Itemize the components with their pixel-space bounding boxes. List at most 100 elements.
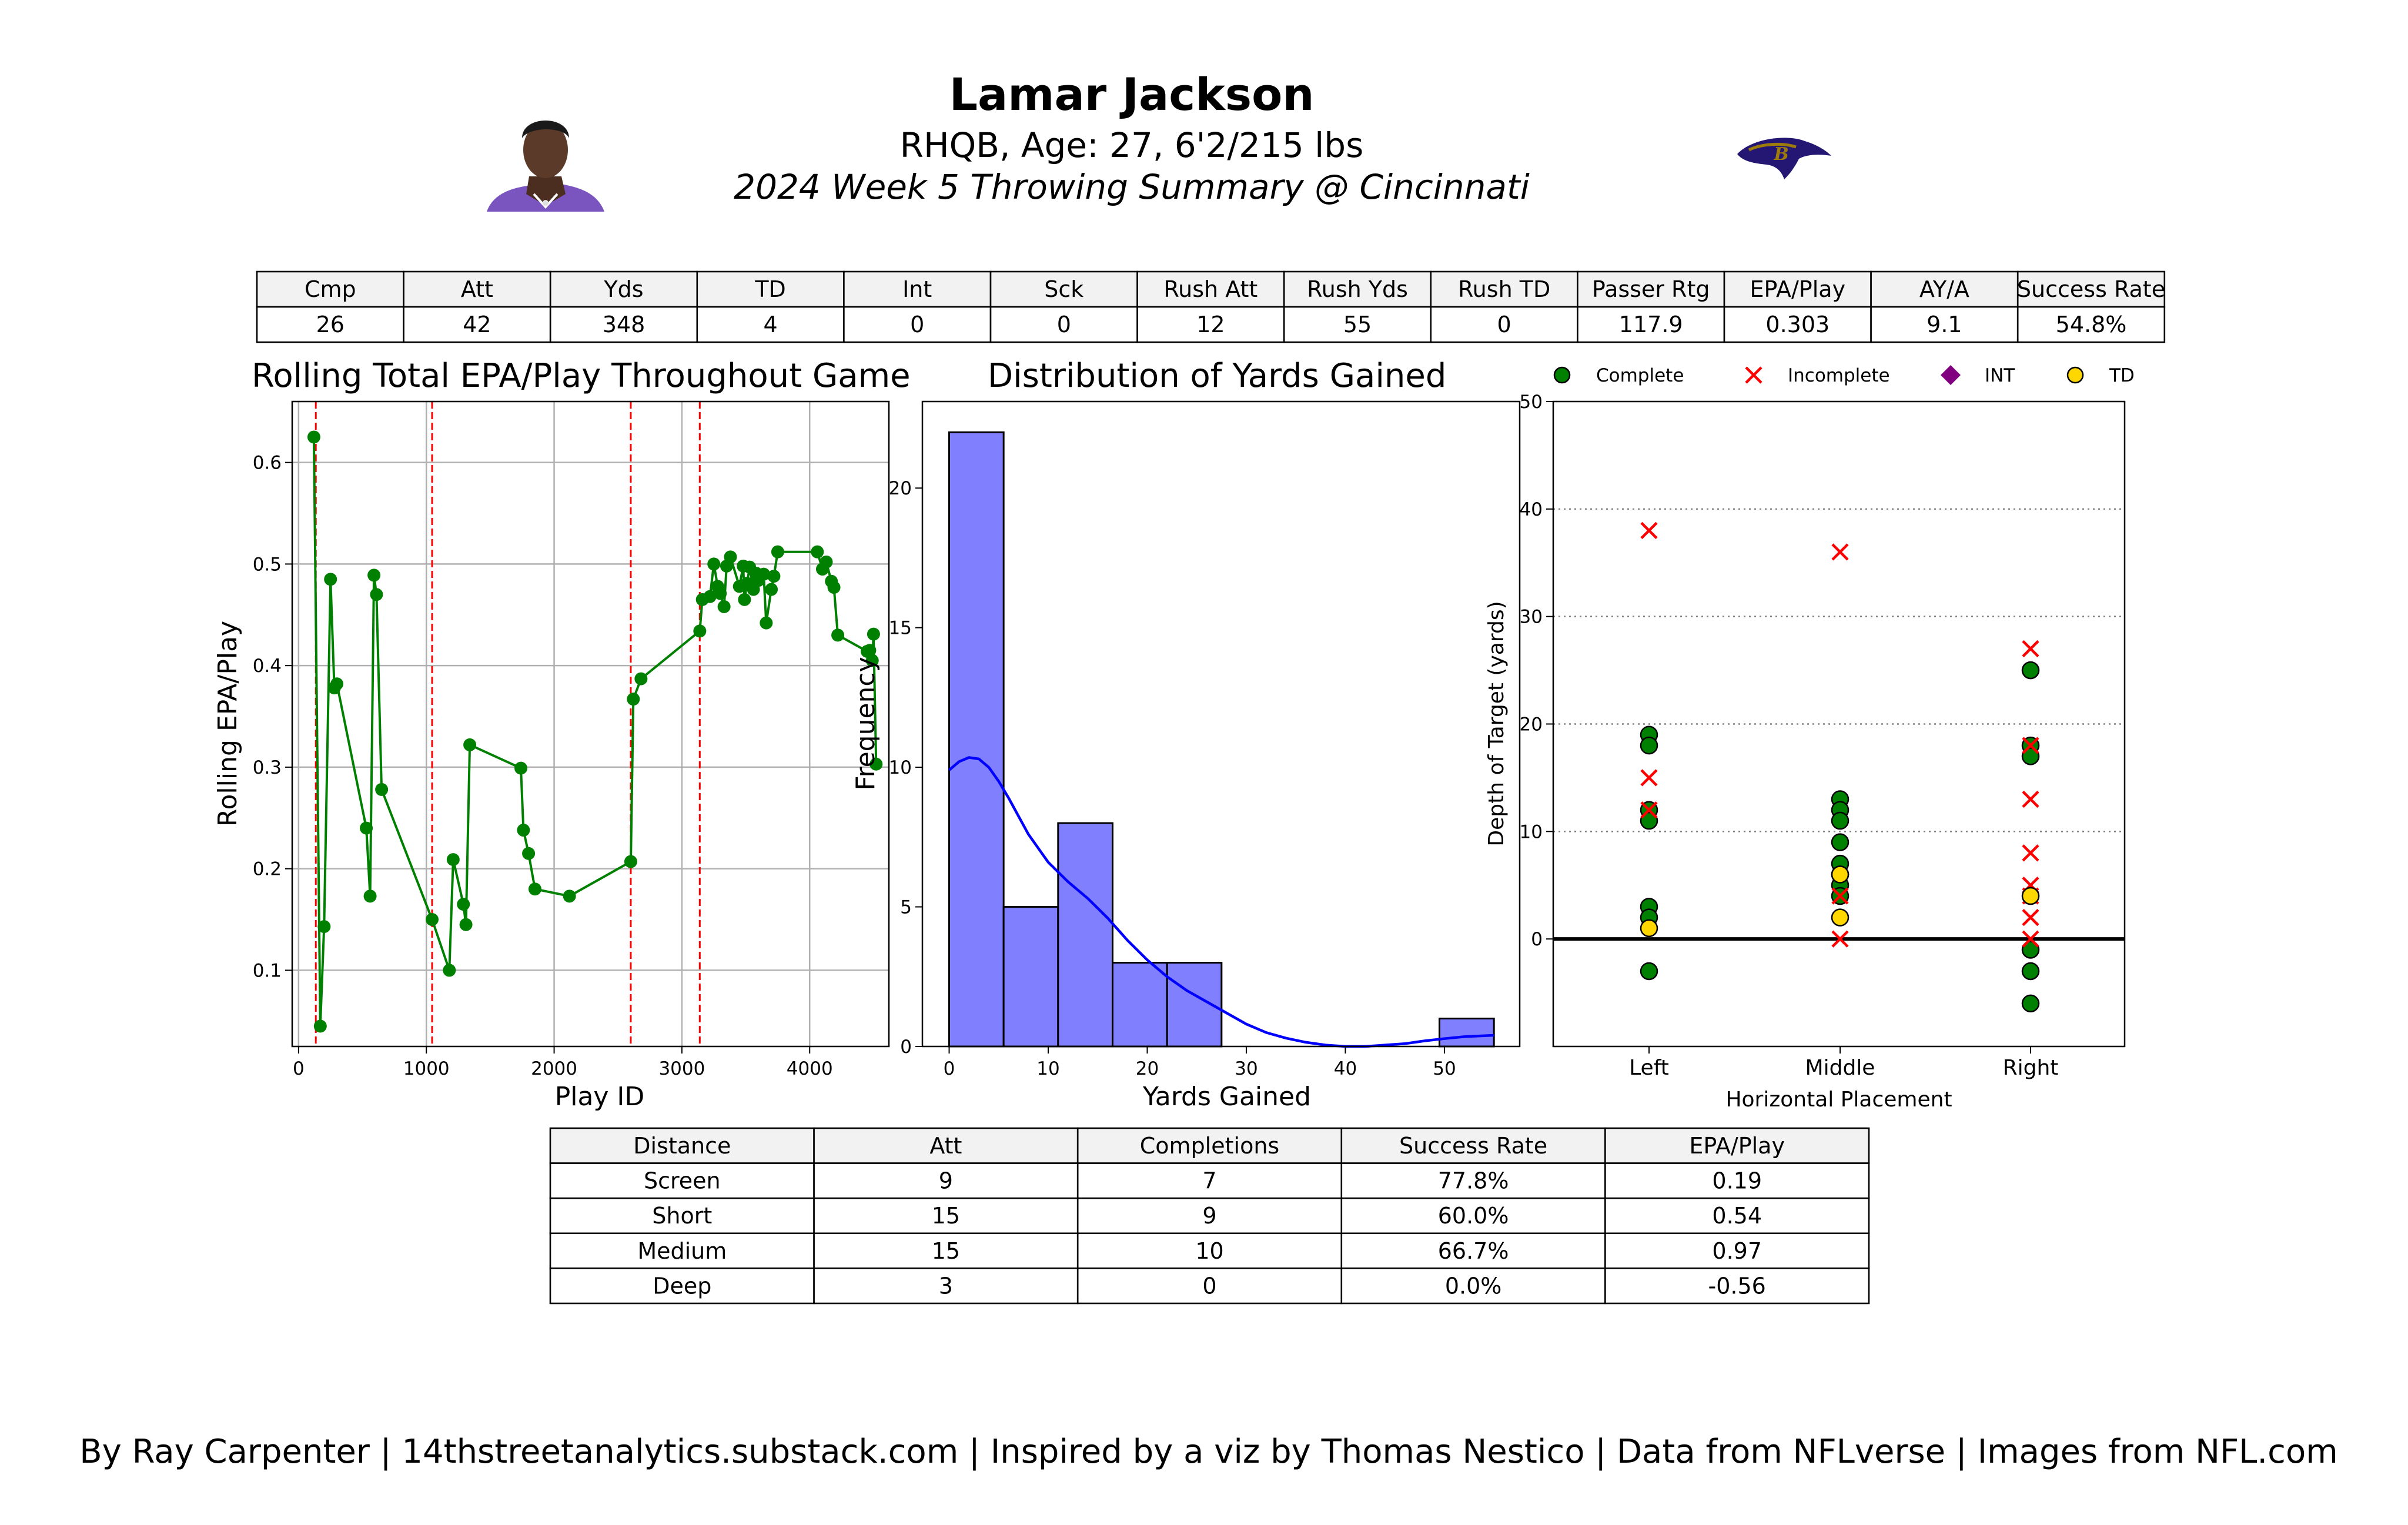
y-tick-label: 0.5 — [253, 554, 282, 575]
legend-label: TD — [2109, 365, 2135, 386]
scatter-frame — [1552, 400, 2126, 1048]
distance-cell-value: -0.56 — [1708, 1273, 1766, 1299]
hist-bar — [1112, 962, 1168, 1048]
rolling-epa-point — [867, 627, 880, 641]
hist-bar — [1439, 1018, 1495, 1048]
stats-header-label: Int — [902, 276, 932, 302]
complete-point — [1640, 811, 1658, 830]
distance-cell-value: 10 — [1195, 1238, 1223, 1264]
x-tick-label: Left — [1629, 1056, 1669, 1080]
rolling-epa-point — [363, 889, 377, 903]
stats-value-cell — [256, 306, 404, 343]
y-tick-label: 30 — [1520, 607, 1543, 628]
incomplete-point — [2022, 909, 2039, 927]
scatter-ylabel: Depth of Target (yards) — [1484, 601, 1509, 846]
y-tick-label: 10 — [1520, 821, 1543, 842]
rolling-epa-point — [634, 672, 648, 685]
distance-cell-value: Screen — [644, 1168, 721, 1194]
player-headshot-icon — [487, 121, 604, 212]
stats-value-cell — [1430, 306, 1578, 343]
rolling-epa-point — [375, 782, 389, 796]
rolling-epa-point — [563, 889, 576, 903]
incomplete-point — [2022, 737, 2039, 754]
complete-point — [2021, 994, 2040, 1013]
distance-header-label: Distance — [633, 1133, 731, 1159]
incomplete-point — [1831, 930, 1849, 948]
distance-cell-value: 9 — [1202, 1203, 1216, 1229]
stats-value-cell — [1136, 306, 1285, 343]
y-tick-label: 20 — [1520, 714, 1543, 735]
rolling-epa-point — [313, 1019, 327, 1033]
x-tick-label: Middle — [1805, 1056, 1875, 1080]
stats-value-cell — [989, 306, 1138, 343]
footer-credits: By Ray Carpenter | 14thstreetanalytics.s… — [79, 1433, 2338, 1471]
rolling-epa-point — [330, 677, 344, 691]
distance-cell-value: Short — [652, 1203, 712, 1229]
hist-bar — [1002, 906, 1059, 1048]
y-tick-label: 5 — [900, 897, 912, 918]
stats-header-label: Cmp — [305, 276, 356, 302]
x-tick-label: 20 — [1136, 1058, 1159, 1079]
incomplete-point — [1640, 769, 1658, 787]
rolling-epa-point — [714, 587, 727, 600]
y-tick-label: 50 — [1520, 392, 1543, 413]
stats-header-cell — [1136, 270, 1285, 308]
distance-header-label: EPA/Play — [1689, 1133, 1785, 1159]
distance-cell-value: 0.54 — [1712, 1203, 1762, 1229]
y-tick-label: 0.2 — [253, 859, 282, 880]
distance-header-label: Att — [929, 1133, 962, 1159]
incomplete-point — [1640, 521, 1658, 539]
legend-label: Incomplete — [1788, 365, 1890, 386]
rolling-epa-point — [693, 624, 707, 638]
incomplete-point — [1640, 801, 1658, 819]
rolling-epa-point — [360, 821, 373, 835]
stats-header-cell — [1577, 270, 1725, 308]
stats-value-cell — [1870, 306, 2019, 343]
distance-cell-value: 0 — [1202, 1273, 1216, 1299]
distance-cell-value: 3 — [939, 1273, 953, 1299]
svg-text:B: B — [1773, 144, 1788, 165]
player-name: Lamar Jackson — [949, 68, 1315, 121]
rolling-epa-point — [446, 853, 460, 867]
stats-value: 4 — [764, 312, 778, 337]
rolling-epa-point — [757, 567, 771, 581]
distance-table: Distance Att Completions Success Rate EPA/Pl… — [549, 1127, 1870, 1305]
stats-header-label: Yds — [603, 276, 643, 302]
y-tick-label: 10 — [889, 757, 912, 778]
x-tick-label: 1000 — [403, 1058, 450, 1079]
rolling-epa-point — [624, 855, 637, 868]
y-tick-label: 20 — [889, 478, 912, 499]
hist-xlabel: Yards Gained — [1142, 1082, 1311, 1112]
stats-value: 0 — [1057, 312, 1071, 337]
distance-cell — [1604, 1232, 1870, 1269]
incomplete-point — [1831, 887, 1849, 905]
line-chart-title: Rolling Total EPA/Play Throughout Game — [252, 357, 911, 395]
distance-cell-value: 15 — [932, 1203, 960, 1229]
x-tick-label: 2000 — [531, 1058, 577, 1079]
distance-cell — [549, 1162, 815, 1199]
kde-curve — [948, 756, 1494, 1048]
distance-cell — [1340, 1162, 1606, 1199]
rolling-epa-point — [627, 693, 640, 706]
distance-cell — [1604, 1268, 1870, 1305]
stats-table: Cmp 26 Att 42 Yds 348 TD 4 Int 0 Sck 0 Rush Att 12 Rus… — [256, 270, 2166, 343]
stats-value: 0 — [1497, 312, 1511, 337]
td-point — [2021, 887, 2040, 905]
rolling-epa-point — [760, 616, 773, 630]
rolling-epa-point — [528, 882, 541, 896]
stats-header-label: Rush Yds — [1307, 276, 1408, 302]
complete-point — [2021, 747, 2040, 765]
distance-cell-value: 15 — [932, 1238, 960, 1264]
stats-value: 117.9 — [1619, 312, 1683, 337]
y-tick-label: 40 — [1520, 499, 1543, 520]
rolling-epa-point — [771, 545, 784, 559]
rolling-epa-point — [738, 593, 751, 606]
stats-header-label: AY/A — [1919, 276, 1969, 302]
incomplete-point — [2022, 790, 2039, 808]
rolling-epa-point — [370, 588, 383, 601]
stats-value: 9.1 — [1927, 312, 1962, 337]
rolling-epa-point — [831, 628, 845, 642]
y-tick-label: 0.4 — [253, 656, 282, 677]
line-chart-ylabel: Rolling EPA/Play — [213, 621, 243, 827]
